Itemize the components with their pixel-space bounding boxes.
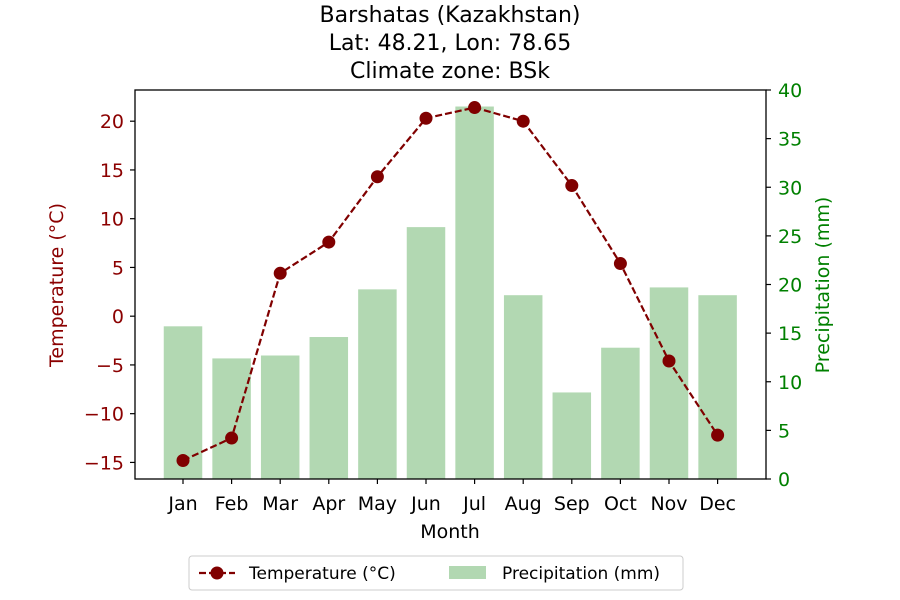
precipitation-bar-apr bbox=[309, 337, 349, 479]
temperature-point-may bbox=[370, 170, 384, 184]
x-tick-label-apr: Apr bbox=[312, 493, 345, 515]
x-tick-label-mar: Mar bbox=[262, 493, 298, 515]
chart-title: Barshatas (Kazakhstan) Lat: 48.21, Lon: … bbox=[320, 3, 581, 84]
y-axis-left-label: Temperature (°C) bbox=[46, 203, 68, 368]
precipitation-bar-jul bbox=[455, 106, 494, 479]
precipitation-bar-oct bbox=[601, 347, 640, 479]
y-right-tick-label: 25 bbox=[778, 226, 802, 248]
y-right-tick-label: 40 bbox=[778, 80, 802, 102]
legend-temperature-marker bbox=[210, 566, 224, 580]
x-tick-label-may: May bbox=[358, 493, 397, 515]
y-right-tick-label: 0 bbox=[778, 469, 790, 491]
precipitation-bar-may bbox=[358, 289, 397, 479]
temperature-line bbox=[176, 101, 725, 467]
precipitation-bar-aug bbox=[503, 295, 543, 479]
temperature-point-jul bbox=[468, 101, 482, 115]
x-tick-label-dec: Dec bbox=[699, 493, 736, 515]
y-left-tick-label: 15 bbox=[100, 160, 124, 182]
y-right-tick-label: 15 bbox=[778, 323, 802, 345]
temperature-point-nov bbox=[662, 354, 676, 368]
legend-temperature-label: Temperature (°C) bbox=[248, 564, 396, 584]
temperature-point-aug bbox=[516, 114, 530, 128]
y-right-tick-label: 30 bbox=[778, 177, 802, 199]
temperature-point-jun bbox=[419, 111, 433, 125]
chart-title-line-2: Lat: 48.21, Lon: 78.65 bbox=[329, 31, 571, 56]
legend-frame bbox=[188, 555, 684, 591]
chart-title-line-1: Barshatas (Kazakhstan) bbox=[320, 3, 581, 28]
y-axis-right-label: Precipitation (mm) bbox=[812, 197, 834, 374]
legend-precipitation-label: Precipitation (mm) bbox=[502, 564, 660, 584]
y-left-tick-label: −5 bbox=[96, 355, 124, 377]
x-tick-label-sep: Sep bbox=[554, 493, 590, 515]
x-tick-label-feb: Feb bbox=[215, 493, 249, 515]
x-tick-label-aug: Aug bbox=[505, 493, 542, 515]
temperature-series-line bbox=[182, 106, 719, 462]
x-tick-label-jul: Jul bbox=[462, 493, 486, 515]
precipitation-bar-nov bbox=[649, 287, 689, 479]
y-left-tick-label: 10 bbox=[100, 209, 124, 231]
x-tick-label-oct: Oct bbox=[604, 493, 637, 515]
y-right-tick-label: 5 bbox=[778, 420, 790, 442]
precipitation-bar-dec bbox=[698, 295, 737, 479]
y-axis-right: 0 5 10 15 20 25 30 35 40 bbox=[766, 80, 802, 491]
precipitation-bar-feb bbox=[212, 358, 251, 479]
temperature-point-sep bbox=[565, 179, 579, 193]
y-left-tick-label: 20 bbox=[100, 111, 124, 133]
x-tick-label-nov: Nov bbox=[650, 493, 687, 515]
precipitation-bar-sep bbox=[552, 392, 592, 479]
precipitation-bar-jun bbox=[406, 227, 446, 479]
temperature-point-oct bbox=[613, 257, 627, 271]
y-left-tick-label: 0 bbox=[112, 306, 124, 328]
y-right-tick-label: 35 bbox=[778, 129, 802, 151]
legend-precipitation-swatch bbox=[449, 566, 486, 579]
temperature-point-mar bbox=[273, 266, 287, 280]
precipitation-bars bbox=[163, 106, 737, 479]
y-right-tick-label: 20 bbox=[778, 275, 802, 297]
x-tick-label-jun: Jun bbox=[410, 493, 441, 515]
temperature-point-apr bbox=[322, 235, 336, 249]
legend: Temperature (°C) Precipitation (mm) bbox=[188, 555, 684, 591]
y-left-tick-label: −15 bbox=[84, 452, 124, 474]
y-right-tick-label: 10 bbox=[778, 372, 802, 394]
temperature-point-jan bbox=[176, 453, 190, 467]
y-left-tick-label: 5 bbox=[112, 257, 124, 279]
x-axis: Jan Feb Mar Apr May Jun Jul Aug Sep Oct Nov Dec bbox=[167, 479, 736, 515]
chart-title-line-3: Climate zone: BSk bbox=[350, 59, 550, 84]
x-axis-label: Month bbox=[420, 521, 480, 543]
x-tick-label-jan: Jan bbox=[167, 493, 197, 515]
temperature-point-feb bbox=[225, 431, 239, 445]
y-axis-left: −15 −10 −5 0 5 10 15 20 bbox=[84, 111, 135, 474]
precipitation-bar-mar bbox=[260, 355, 300, 479]
temperature-point-dec bbox=[711, 428, 725, 442]
y-left-tick-label: −10 bbox=[84, 404, 124, 426]
